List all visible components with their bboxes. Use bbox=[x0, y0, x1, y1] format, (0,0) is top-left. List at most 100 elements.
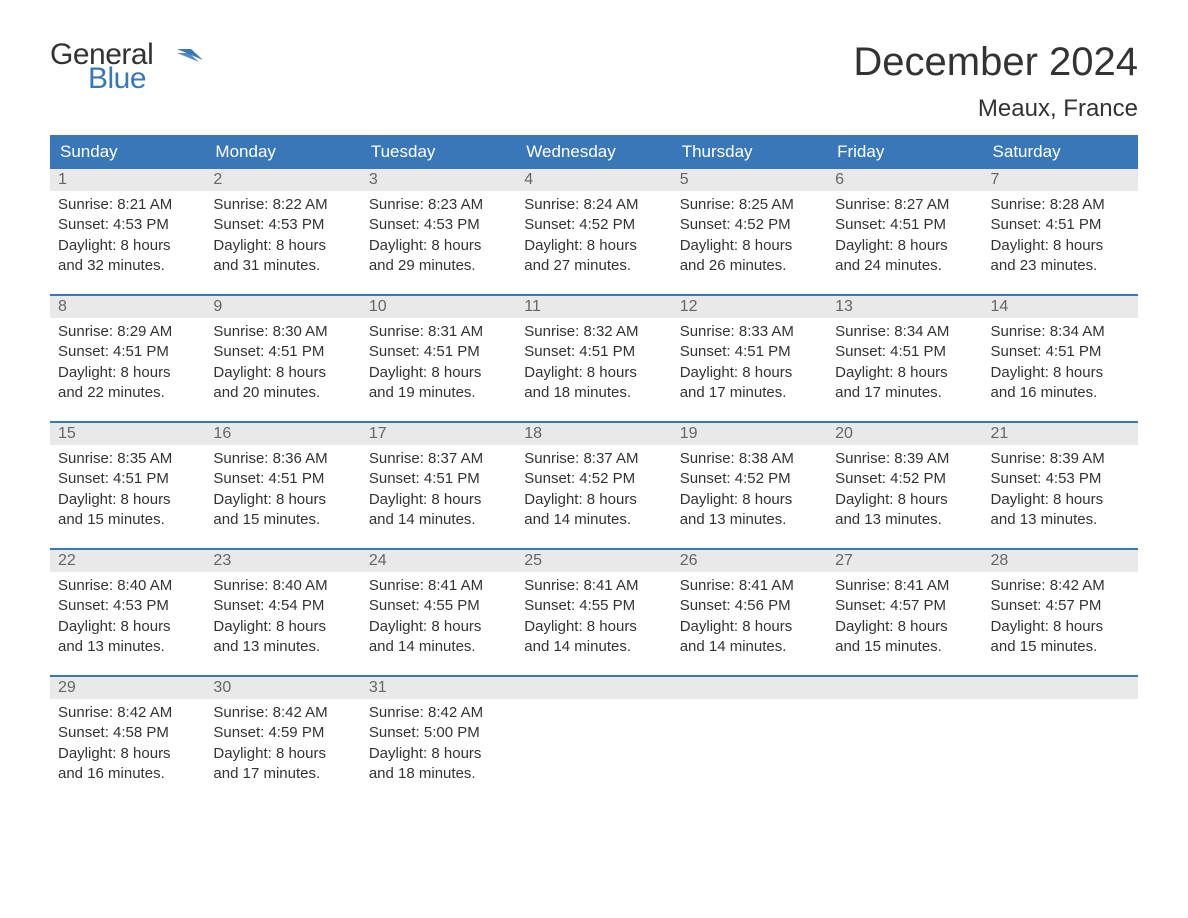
day-cell: Sunrise: 8:34 AMSunset: 4:51 PMDaylight:… bbox=[983, 318, 1138, 403]
day-cell: Sunrise: 8:28 AMSunset: 4:51 PMDaylight:… bbox=[983, 191, 1138, 276]
daylight-line: Daylight: 8 hours and 13 minutes. bbox=[835, 490, 974, 531]
weekday-header: Thursday bbox=[672, 135, 827, 169]
sunset-line: Sunset: 4:53 PM bbox=[213, 215, 352, 235]
daylight-line: Daylight: 8 hours and 14 minutes. bbox=[369, 617, 508, 658]
sunrise-line: Sunrise: 8:40 AM bbox=[213, 576, 352, 596]
daylight-line: Daylight: 8 hours and 26 minutes. bbox=[680, 236, 819, 277]
sunrise-line: Sunrise: 8:35 AM bbox=[58, 449, 197, 469]
daylight-line: Daylight: 8 hours and 20 minutes. bbox=[213, 363, 352, 404]
day-number: 26 bbox=[672, 550, 827, 572]
day-cell: Sunrise: 8:39 AMSunset: 4:52 PMDaylight:… bbox=[827, 445, 982, 530]
daylight-line: Daylight: 8 hours and 15 minutes. bbox=[58, 490, 197, 531]
day-cell bbox=[672, 699, 827, 784]
daylight-line: Daylight: 8 hours and 27 minutes. bbox=[524, 236, 663, 277]
daylight-line: Daylight: 8 hours and 31 minutes. bbox=[213, 236, 352, 277]
sunrise-line: Sunrise: 8:24 AM bbox=[524, 195, 663, 215]
day-number: 22 bbox=[50, 550, 205, 572]
day-number: 2 bbox=[205, 169, 360, 191]
sunrise-line: Sunrise: 8:39 AM bbox=[991, 449, 1130, 469]
day-cell bbox=[516, 699, 671, 784]
daylight-line: Daylight: 8 hours and 13 minutes. bbox=[680, 490, 819, 531]
day-number-row: 293031 bbox=[50, 677, 1138, 699]
day-cell bbox=[827, 699, 982, 784]
day-cell: Sunrise: 8:42 AMSunset: 5:00 PMDaylight:… bbox=[361, 699, 516, 784]
weekday-header: Sunday bbox=[50, 135, 205, 169]
sunrise-line: Sunrise: 8:41 AM bbox=[680, 576, 819, 596]
day-number: 24 bbox=[361, 550, 516, 572]
logo-line2: Blue bbox=[88, 64, 153, 94]
day-number bbox=[827, 677, 982, 699]
day-number: 8 bbox=[50, 296, 205, 318]
day-number: 5 bbox=[672, 169, 827, 191]
day-cell: Sunrise: 8:40 AMSunset: 4:54 PMDaylight:… bbox=[205, 572, 360, 657]
day-cell: Sunrise: 8:41 AMSunset: 4:57 PMDaylight:… bbox=[827, 572, 982, 657]
daylight-line: Daylight: 8 hours and 32 minutes. bbox=[58, 236, 197, 277]
day-number: 27 bbox=[827, 550, 982, 572]
sunset-line: Sunset: 4:52 PM bbox=[680, 469, 819, 489]
daylight-line: Daylight: 8 hours and 14 minutes. bbox=[524, 490, 663, 531]
sunrise-line: Sunrise: 8:22 AM bbox=[213, 195, 352, 215]
day-number-row: 22232425262728 bbox=[50, 550, 1138, 572]
day-number bbox=[516, 677, 671, 699]
weekday-header-row: Sunday Monday Tuesday Wednesday Thursday… bbox=[50, 135, 1138, 169]
day-cell: Sunrise: 8:30 AMSunset: 4:51 PMDaylight:… bbox=[205, 318, 360, 403]
day-cell: Sunrise: 8:21 AMSunset: 4:53 PMDaylight:… bbox=[50, 191, 205, 276]
sunset-line: Sunset: 4:51 PM bbox=[835, 215, 974, 235]
sunset-line: Sunset: 4:51 PM bbox=[991, 215, 1130, 235]
day-number: 25 bbox=[516, 550, 671, 572]
sunrise-line: Sunrise: 8:34 AM bbox=[991, 322, 1130, 342]
day-number: 11 bbox=[516, 296, 671, 318]
sunrise-line: Sunrise: 8:36 AM bbox=[213, 449, 352, 469]
daylight-line: Daylight: 8 hours and 15 minutes. bbox=[213, 490, 352, 531]
day-number: 15 bbox=[50, 423, 205, 445]
day-number: 19 bbox=[672, 423, 827, 445]
day-number: 13 bbox=[827, 296, 982, 318]
weekday-header: Wednesday bbox=[516, 135, 671, 169]
sunset-line: Sunset: 4:51 PM bbox=[369, 469, 508, 489]
daylight-line: Daylight: 8 hours and 15 minutes. bbox=[835, 617, 974, 658]
sunrise-line: Sunrise: 8:21 AM bbox=[58, 195, 197, 215]
day-content-row: Sunrise: 8:35 AMSunset: 4:51 PMDaylight:… bbox=[50, 445, 1138, 530]
sunset-line: Sunset: 4:52 PM bbox=[680, 215, 819, 235]
sunrise-line: Sunrise: 8:34 AM bbox=[835, 322, 974, 342]
day-cell: Sunrise: 8:42 AMSunset: 4:59 PMDaylight:… bbox=[205, 699, 360, 784]
day-cell: Sunrise: 8:22 AMSunset: 4:53 PMDaylight:… bbox=[205, 191, 360, 276]
page-header: General Blue December 2024 Meaux, France bbox=[50, 40, 1138, 123]
sunrise-line: Sunrise: 8:38 AM bbox=[680, 449, 819, 469]
daylight-line: Daylight: 8 hours and 17 minutes. bbox=[835, 363, 974, 404]
day-content-row: Sunrise: 8:42 AMSunset: 4:58 PMDaylight:… bbox=[50, 699, 1138, 784]
day-number: 21 bbox=[983, 423, 1138, 445]
daylight-line: Daylight: 8 hours and 17 minutes. bbox=[680, 363, 819, 404]
day-cell: Sunrise: 8:42 AMSunset: 4:57 PMDaylight:… bbox=[983, 572, 1138, 657]
day-content-row: Sunrise: 8:21 AMSunset: 4:53 PMDaylight:… bbox=[50, 191, 1138, 276]
day-cell: Sunrise: 8:36 AMSunset: 4:51 PMDaylight:… bbox=[205, 445, 360, 530]
sunrise-line: Sunrise: 8:40 AM bbox=[58, 576, 197, 596]
sunset-line: Sunset: 4:51 PM bbox=[369, 342, 508, 362]
daylight-line: Daylight: 8 hours and 19 minutes. bbox=[369, 363, 508, 404]
sunset-line: Sunset: 4:53 PM bbox=[369, 215, 508, 235]
daylight-line: Daylight: 8 hours and 24 minutes. bbox=[835, 236, 974, 277]
day-number: 29 bbox=[50, 677, 205, 699]
sunset-line: Sunset: 4:51 PM bbox=[991, 342, 1130, 362]
day-number-row: 1234567 bbox=[50, 169, 1138, 191]
daylight-line: Daylight: 8 hours and 18 minutes. bbox=[369, 744, 508, 785]
sunset-line: Sunset: 4:51 PM bbox=[680, 342, 819, 362]
sunrise-line: Sunrise: 8:42 AM bbox=[213, 703, 352, 723]
title-block: December 2024 Meaux, France bbox=[853, 40, 1138, 123]
daylight-line: Daylight: 8 hours and 13 minutes. bbox=[213, 617, 352, 658]
sunset-line: Sunset: 4:53 PM bbox=[58, 596, 197, 616]
day-cell: Sunrise: 8:33 AMSunset: 4:51 PMDaylight:… bbox=[672, 318, 827, 403]
day-number bbox=[983, 677, 1138, 699]
sunset-line: Sunset: 4:53 PM bbox=[58, 215, 197, 235]
day-cell: Sunrise: 8:25 AMSunset: 4:52 PMDaylight:… bbox=[672, 191, 827, 276]
daylight-line: Daylight: 8 hours and 16 minutes. bbox=[58, 744, 197, 785]
day-number: 14 bbox=[983, 296, 1138, 318]
day-cell: Sunrise: 8:41 AMSunset: 4:55 PMDaylight:… bbox=[361, 572, 516, 657]
weekday-header: Saturday bbox=[983, 135, 1138, 169]
day-cell: Sunrise: 8:23 AMSunset: 4:53 PMDaylight:… bbox=[361, 191, 516, 276]
day-number: 30 bbox=[205, 677, 360, 699]
sunrise-line: Sunrise: 8:27 AM bbox=[835, 195, 974, 215]
day-cell: Sunrise: 8:37 AMSunset: 4:52 PMDaylight:… bbox=[516, 445, 671, 530]
daylight-line: Daylight: 8 hours and 14 minutes. bbox=[369, 490, 508, 531]
sunset-line: Sunset: 4:51 PM bbox=[58, 469, 197, 489]
